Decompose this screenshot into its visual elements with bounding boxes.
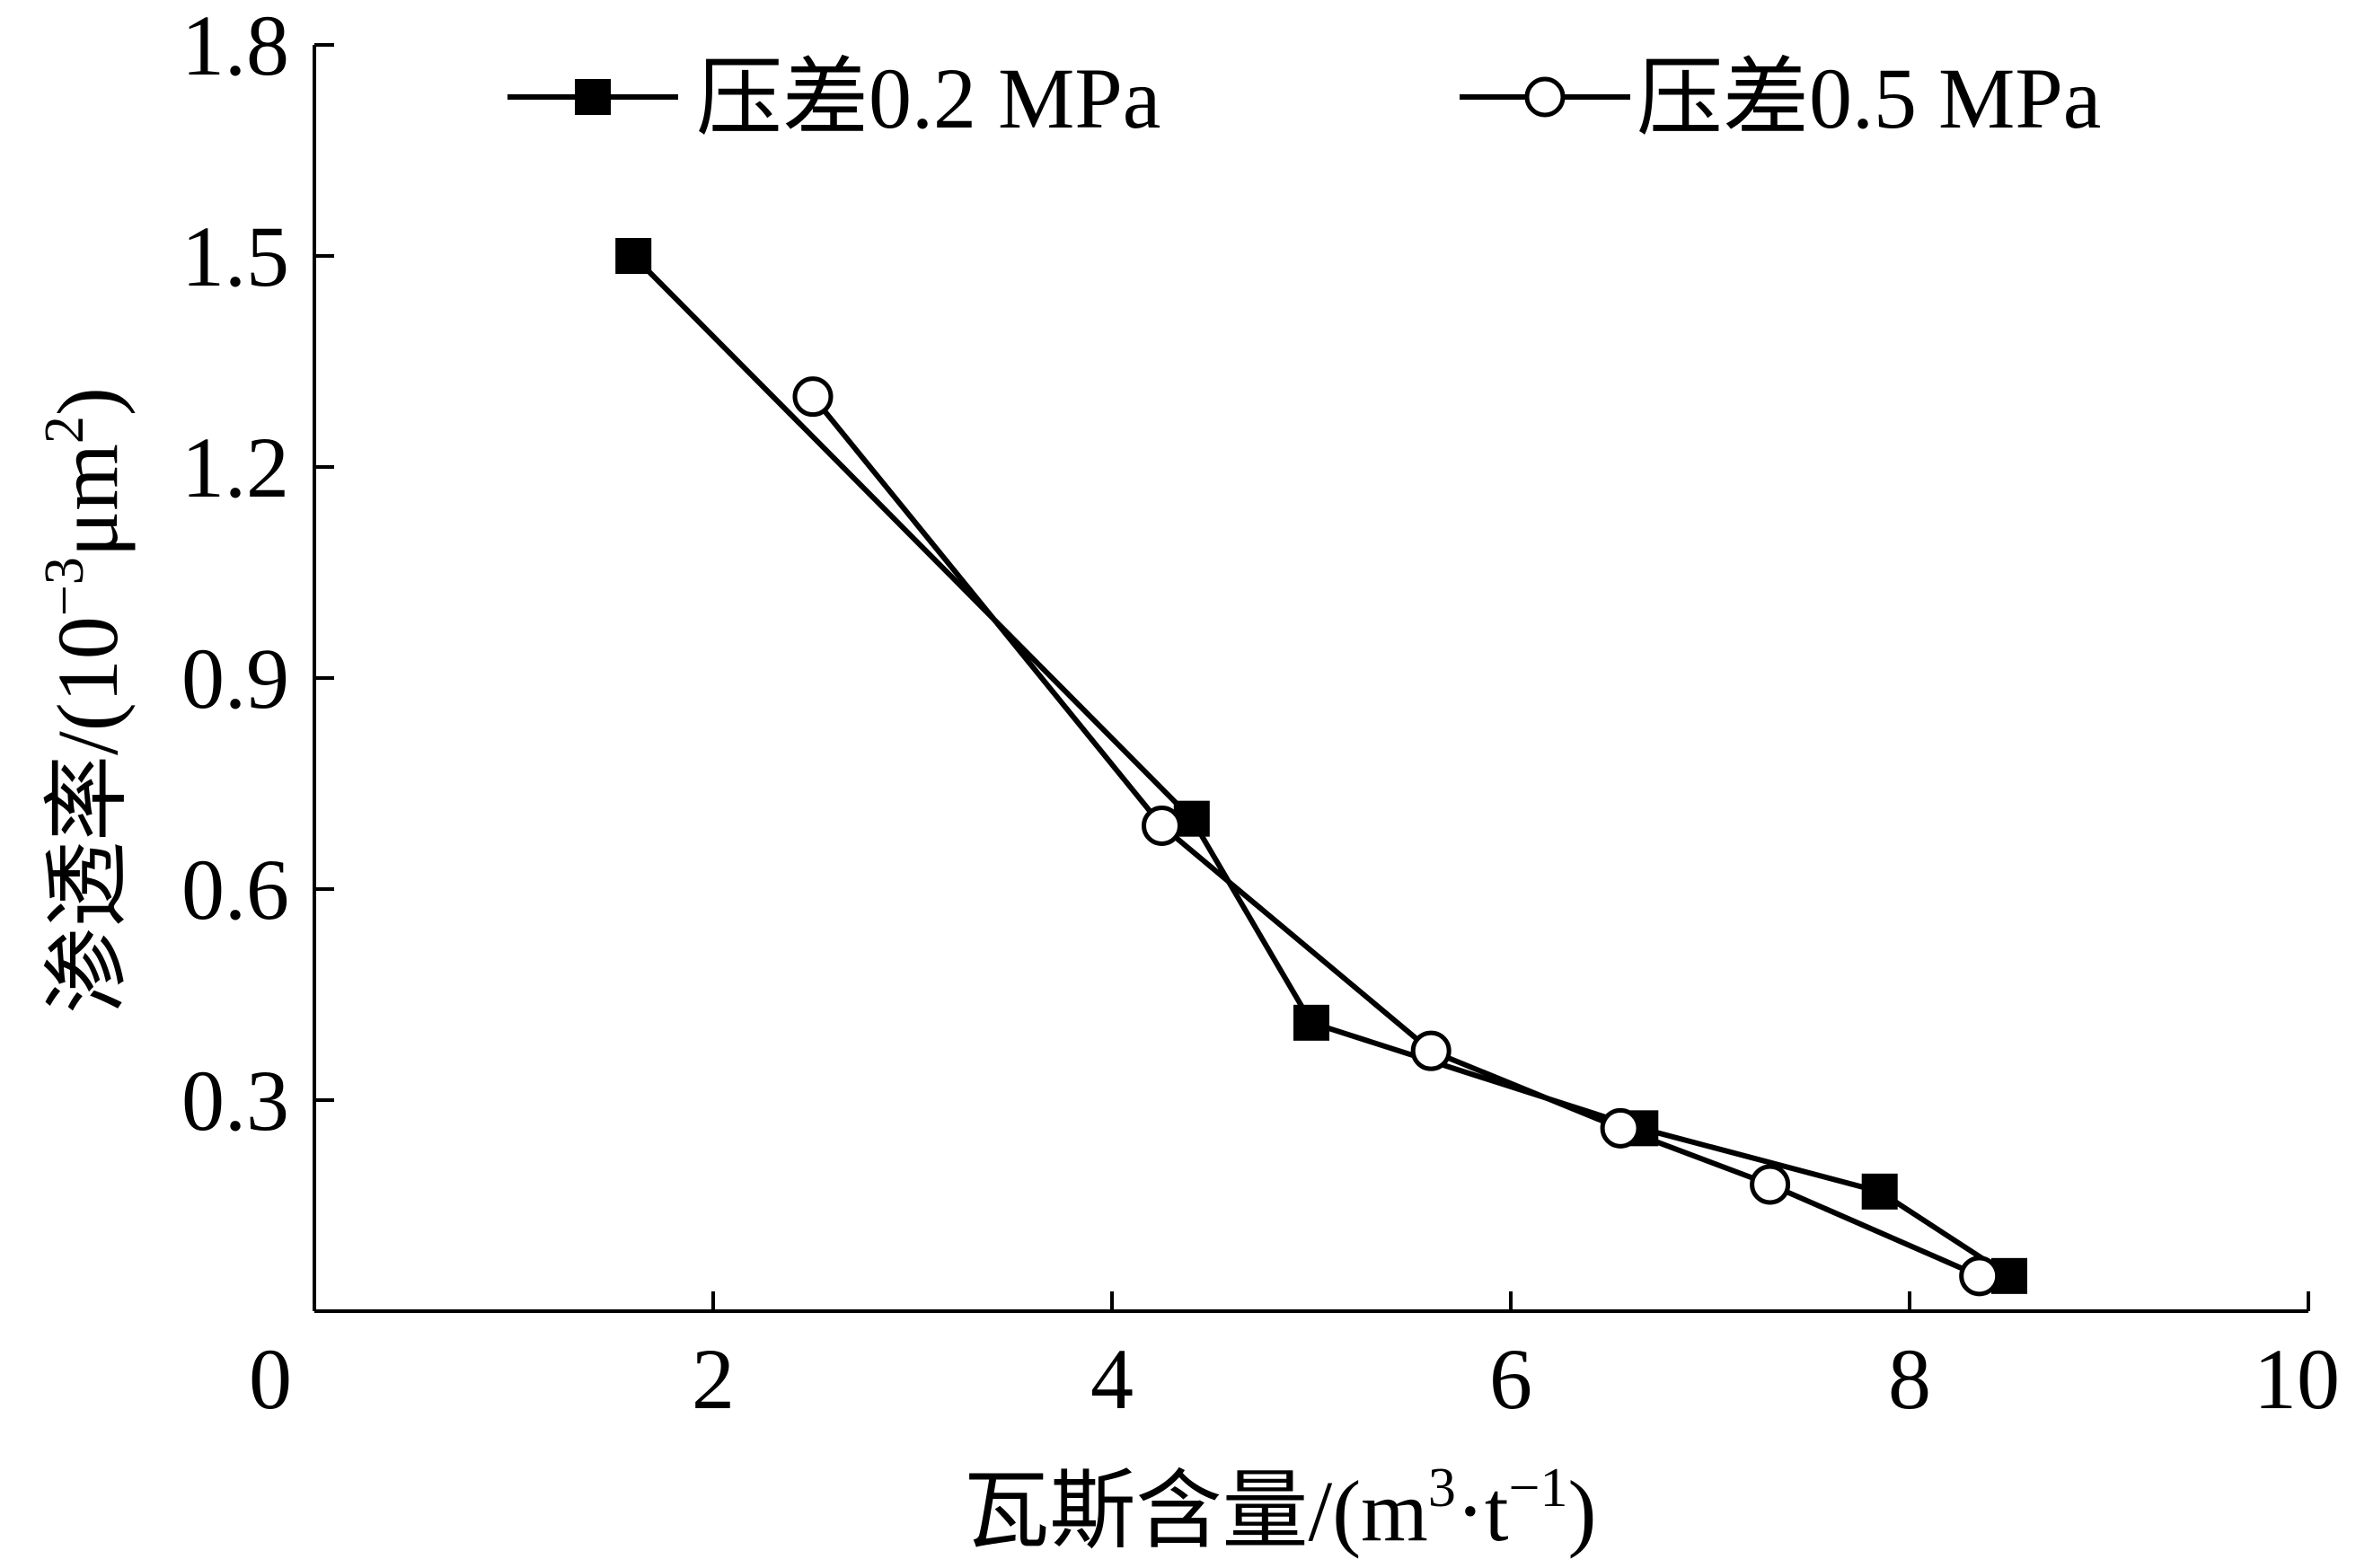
y-axis-title-main: 渗透率/(10 <box>40 616 136 1014</box>
legend-marker-circle <box>1524 76 1566 118</box>
x-tick-label: 10 <box>2254 1331 2340 1427</box>
x-axis-title-main: 瓦斯含量/(m <box>964 1463 1428 1559</box>
data-point-series-2 <box>1410 1030 1452 1071</box>
data-point-series-2 <box>1959 1255 2000 1297</box>
y-tick-label: 1.5 <box>181 208 289 304</box>
y-tick-label: 1.8 <box>181 0 289 93</box>
legend-label-series-1: 压差0.2 MPa <box>696 50 1160 146</box>
x-tick-label: 2 <box>692 1331 735 1427</box>
x-axis-title-sup1: 3 <box>1428 1458 1456 1519</box>
data-point-series-1 <box>1293 1004 1329 1041</box>
data-point-series-2 <box>1600 1107 1641 1149</box>
y-tick-label: 0.3 <box>181 1053 289 1149</box>
series-line-2 <box>810 394 1981 1279</box>
series-layer <box>615 238 2027 1297</box>
data-point-series-2 <box>1142 806 1182 846</box>
x-axis-title-end: ) <box>1567 1463 1596 1559</box>
data-point-series-2 <box>1750 1164 1791 1205</box>
y-axis-title-end: ) <box>40 387 136 416</box>
x-ticks: 0 2 4 6 8 10 <box>249 1291 2340 1427</box>
y-tick-label: 0.9 <box>181 630 289 727</box>
legend-item-series-1: 压差0.2 MPa <box>507 50 1160 146</box>
x-tick-label: 4 <box>1090 1331 1134 1427</box>
legend-marker-square <box>575 79 611 115</box>
x-tick-label: 8 <box>1888 1331 1931 1427</box>
legend-item-series-2: 压差0.5 MPa <box>1460 50 2101 146</box>
data-point-series-1 <box>615 238 652 274</box>
plot-area: 0 2 4 6 8 10 0.3 0.6 0.9 1.2 1.5 1.8 <box>181 0 2340 1427</box>
y-axis-title-mid: μm <box>40 444 136 557</box>
y-axis-title-sup2: 2 <box>34 416 95 444</box>
y-tick-label: 0.6 <box>181 841 289 938</box>
legend: 压差0.2 MPa 压差0.5 MPa <box>507 50 2101 146</box>
x-tick-label: 6 <box>1489 1331 1532 1427</box>
data-point-series-2 <box>792 376 834 418</box>
x-axis-title: 瓦斯含量/(m3·t−1) <box>964 1458 1597 1559</box>
y-ticks: 0.3 0.6 0.9 1.2 1.5 1.8 <box>181 0 334 1149</box>
x-tick-label: 0 <box>249 1331 292 1427</box>
y-axis-title: 渗透率/(10−3μm2) <box>34 387 136 1014</box>
legend-label-series-2: 压差0.5 MPa <box>1637 50 2101 146</box>
y-axis-title-sup1: −3 <box>34 557 95 616</box>
y-tick-label: 1.2 <box>181 419 289 515</box>
x-axis-title-mid: ·t <box>1456 1463 1509 1559</box>
series-line-1 <box>631 253 2011 1279</box>
data-point-series-1 <box>1861 1173 1898 1210</box>
x-axis-title-sup2: −1 <box>1509 1458 1568 1519</box>
